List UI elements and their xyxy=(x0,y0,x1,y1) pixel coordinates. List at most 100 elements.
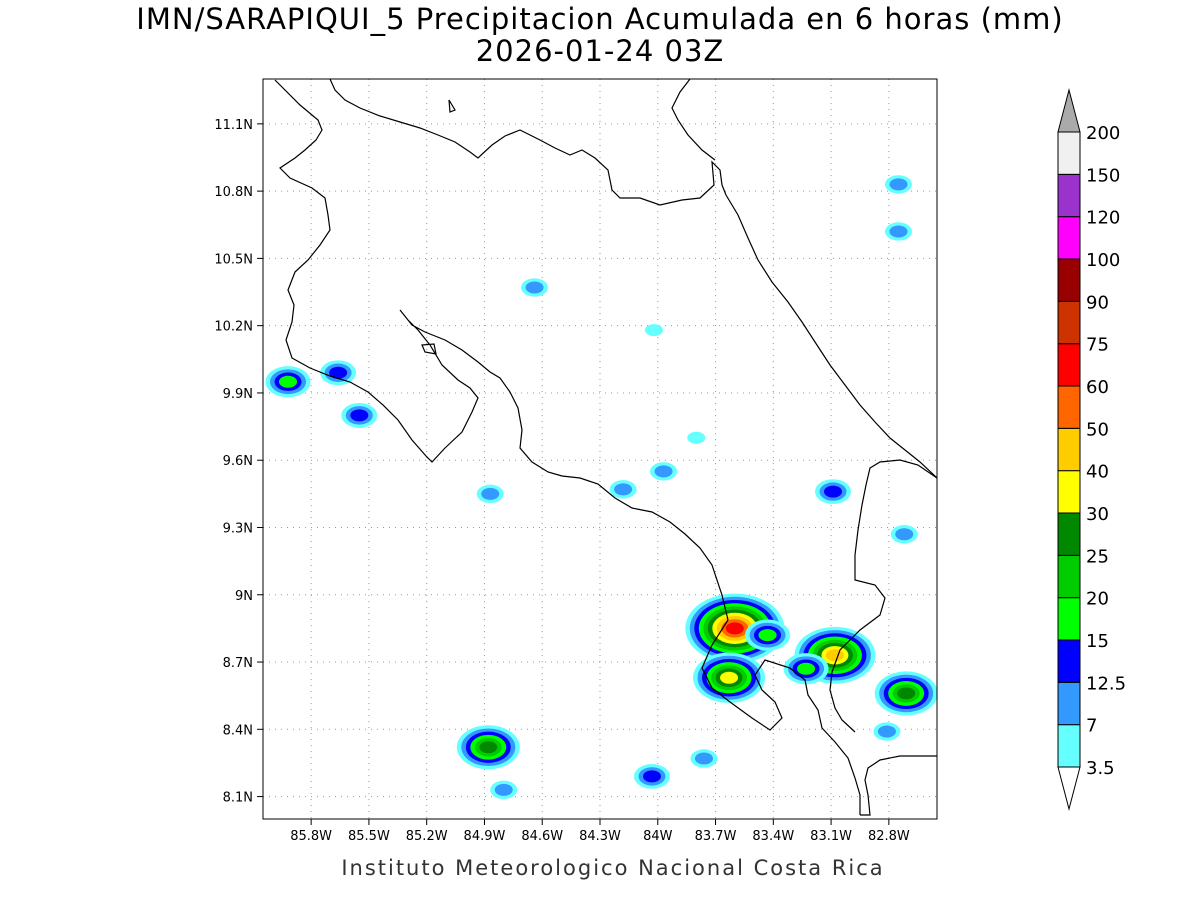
precip-contour xyxy=(644,324,663,337)
colorbar-label: 90 xyxy=(1086,292,1109,313)
colorbar-label: 60 xyxy=(1086,377,1109,398)
precipitation-shading xyxy=(265,175,937,800)
precip-contour xyxy=(525,281,544,294)
precip-contour xyxy=(897,687,916,700)
colorbar-label: 75 xyxy=(1086,335,1109,356)
map-grid xyxy=(263,79,937,819)
precip-contour xyxy=(350,409,369,422)
colorbar-upper-arrow xyxy=(1057,88,1081,133)
precip-contour xyxy=(481,487,500,500)
coastline xyxy=(274,79,937,816)
precip-contour xyxy=(654,465,673,478)
colorbar-swatch xyxy=(1057,385,1081,429)
precip-cell xyxy=(476,484,504,504)
colorbar-lower-arrow xyxy=(1057,766,1081,811)
precip-cell xyxy=(783,653,829,685)
colorbar-swatch xyxy=(1057,639,1081,683)
colorbar-label: 150 xyxy=(1086,165,1120,186)
map-subtitle-date: 2026-01-24 03Z xyxy=(475,34,725,68)
footer-credit: Instituto Meteorologico Nacional Costa R… xyxy=(341,856,885,880)
precip-contour xyxy=(720,671,739,684)
precip-contour xyxy=(758,629,777,642)
colorbar-swatch xyxy=(1057,427,1081,472)
precip-contour xyxy=(279,375,298,388)
lat-tick-label: 9.9N xyxy=(223,387,253,402)
precip-cell xyxy=(873,722,901,741)
precip-contour xyxy=(494,783,513,796)
lon-tick-label: 84.3W xyxy=(579,829,621,844)
precip-cell xyxy=(320,360,357,386)
colorbar-swatch xyxy=(1057,173,1081,218)
lon-tick-label: 82.8W xyxy=(868,829,910,844)
colorbar-swatch xyxy=(1057,343,1081,387)
lat-tick-label: 8.7N xyxy=(223,656,253,671)
precip-contour xyxy=(877,725,896,738)
precip-contour xyxy=(642,770,661,783)
colorbar-label: 25 xyxy=(1086,546,1109,567)
lon-tick-label: 84.9W xyxy=(464,829,506,844)
colorbar-swatch xyxy=(1057,512,1081,556)
lat-tick-label: 8.4N xyxy=(223,723,253,738)
colorbar-label: 100 xyxy=(1086,250,1120,271)
precip-cell xyxy=(884,222,912,241)
colorbar-swatch xyxy=(1057,470,1081,514)
map-plot-area xyxy=(263,79,937,819)
colorbar-label: 200 xyxy=(1086,123,1120,144)
longitude-ticks: 85.8W 85.5W 85.2W 84.9W 84.6W 84.3W 84W 83.7W 83… xyxy=(290,819,910,844)
precip-cell xyxy=(874,671,937,716)
colorbar-label: 12.5 xyxy=(1086,673,1126,694)
colorbar-swatch xyxy=(1057,300,1081,345)
lat-tick-label: 9.6N xyxy=(223,454,253,469)
precip-cell xyxy=(745,619,791,651)
colorbar-label: 20 xyxy=(1086,589,1109,610)
precip-contour xyxy=(889,225,908,238)
precip-cell xyxy=(650,462,678,481)
colorbar-label: 3.5 xyxy=(1086,758,1115,779)
lat-tick-label: 11.1N xyxy=(214,118,253,133)
colorbar-swatch xyxy=(1057,554,1081,599)
precip-cell xyxy=(644,324,663,337)
precip-cell xyxy=(890,525,918,544)
lat-tick-label: 9N xyxy=(235,589,253,604)
precip-cell xyxy=(609,480,637,499)
precip-cell xyxy=(884,175,912,194)
colorbar-swatch xyxy=(1057,258,1081,302)
colorbar-swatch xyxy=(1057,724,1081,768)
colorbar-swatch xyxy=(1057,597,1081,641)
precip-contour xyxy=(797,662,816,675)
precip-contour xyxy=(895,528,914,541)
lon-tick-label: 83.4W xyxy=(752,829,794,844)
colorbar-label: 120 xyxy=(1086,208,1120,229)
precip-cell xyxy=(490,780,518,800)
lon-tick-label: 83.7W xyxy=(695,829,737,844)
lon-tick-label: 85.5W xyxy=(348,829,390,844)
colorbar-swatch xyxy=(1057,681,1081,726)
lon-tick-label: 85.8W xyxy=(290,829,332,844)
precip-cell xyxy=(341,402,378,428)
colorbar-legend: 3.5 7 12.5 15 20 25 30 40 50 60 75 90 100 120 150 200 xyxy=(1057,88,1126,811)
precip-contour xyxy=(889,178,908,191)
lon-tick-label: 84.6W xyxy=(521,829,563,844)
precip-cell xyxy=(265,366,311,398)
latitude-ticks: 11.1N 10.8N 10.5N 10.2N 9.9N 9.6N 9.3N 9N 8.7N 8.… xyxy=(214,118,263,806)
colorbar-swatch xyxy=(1057,216,1081,260)
lat-tick-label: 10.8N xyxy=(214,185,253,200)
lat-tick-label: 10.2N xyxy=(214,320,253,335)
lat-tick-label: 10.5N xyxy=(214,252,253,267)
colorbar-label: 7 xyxy=(1086,716,1097,737)
colorbar-label: 40 xyxy=(1086,462,1109,483)
precip-cell xyxy=(687,431,706,444)
lon-tick-label: 85.2W xyxy=(406,829,448,844)
precip-contour xyxy=(694,752,713,765)
precip-cell xyxy=(521,278,549,297)
precip-cell xyxy=(690,749,718,768)
precip-contour xyxy=(687,431,706,444)
lat-tick-label: 9.3N xyxy=(223,521,253,536)
precip-contour xyxy=(614,483,633,496)
colorbar-swatch xyxy=(1057,131,1081,175)
precip-contour xyxy=(825,649,844,662)
precip-cell xyxy=(456,725,520,770)
colorbar-label: 30 xyxy=(1086,504,1109,525)
precip-contour xyxy=(725,622,744,635)
